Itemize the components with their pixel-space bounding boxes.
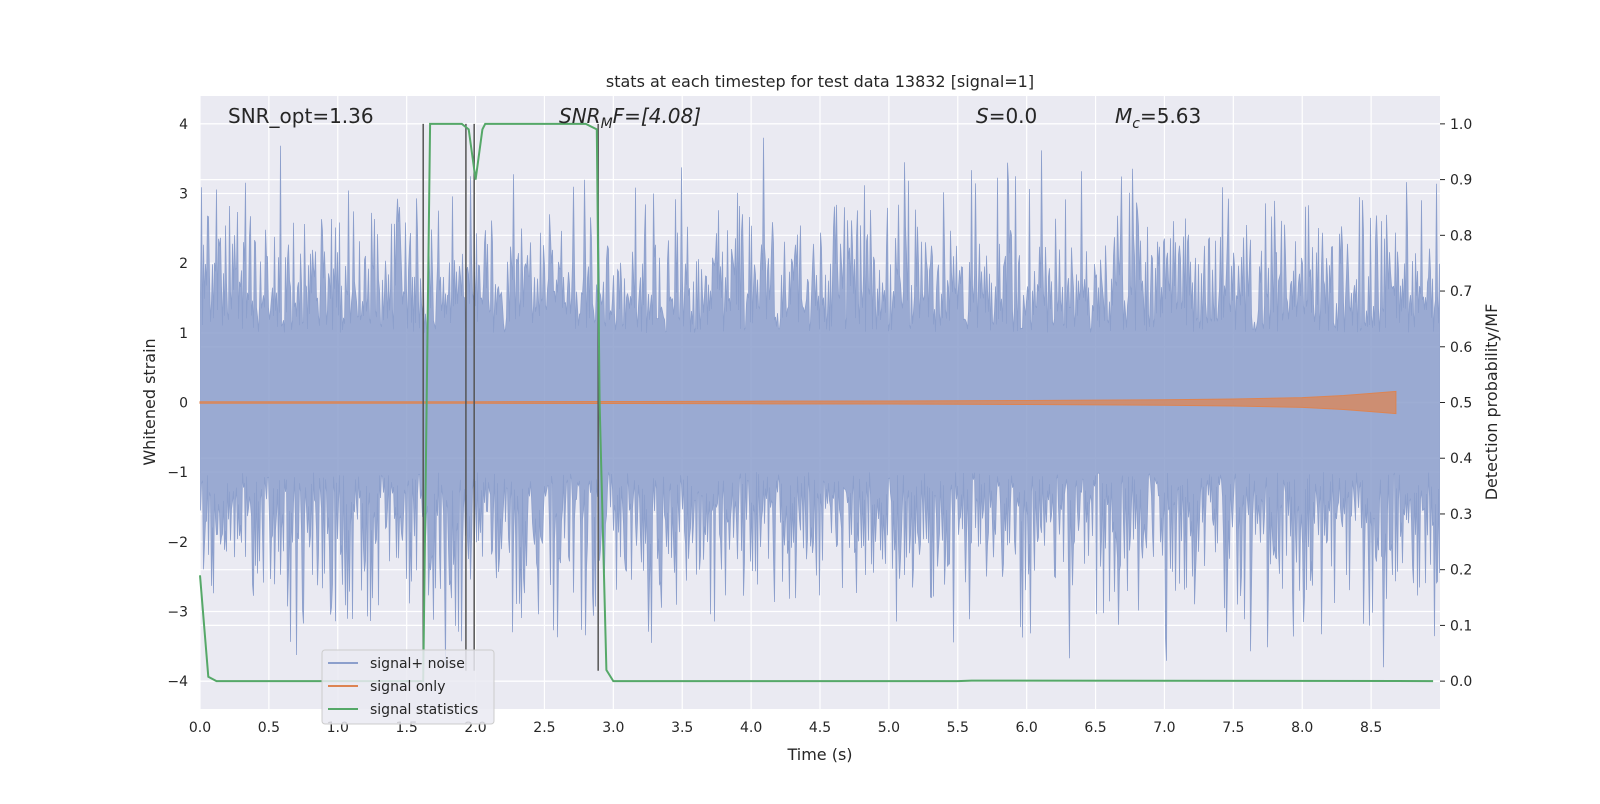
y-right-tick-label: 0.4 [1450, 451, 1472, 467]
x-tick-label: 0.5 [258, 720, 280, 736]
annotation-snr-mf: SNRMF=[4.08] [559, 104, 701, 132]
y-right-tick-label: 0.8 [1450, 228, 1472, 244]
annotation-snr-mf-main: SNR [559, 104, 601, 128]
x-tick-label: 6.5 [1084, 720, 1106, 736]
y-right-tick-label: 0.5 [1450, 396, 1472, 412]
x-tick-label: 4.5 [809, 720, 831, 736]
annotation-s-rest: =0.0 [989, 104, 1038, 128]
x-tick-label: 3.5 [671, 720, 693, 736]
x-tick-label: 8.0 [1291, 720, 1313, 736]
annotation-mc-main: M [1115, 104, 1132, 128]
x-tick-label: 0.0 [189, 720, 211, 736]
annotation-s: S=0.0 [976, 104, 1037, 128]
x-tick-label: 5.5 [947, 720, 969, 736]
y-left-tick-label: −4 [167, 674, 188, 690]
x-axis-label: Time (s) [786, 745, 852, 764]
annotation-mc-rest: =5.63 [1140, 104, 1201, 128]
y-left-tick-label: 2 [179, 256, 188, 272]
y-right-tick-label: 1.0 [1450, 117, 1472, 133]
x-tick-label: 8.5 [1360, 720, 1382, 736]
y-left-tick-label: 3 [179, 187, 188, 203]
signal-only-envelope [199, 390, 1397, 415]
y-left-axis-ticks: 4 3 2 1 0 −1 −2 −3 −4 [167, 117, 188, 690]
x-tick-label: 7.5 [1222, 720, 1244, 736]
y-left-tick-label: −3 [167, 604, 188, 620]
y-right-axis-ticks: 1.0 0.9 0.8 0.7 0.6 0.5 0.4 0.3 0.2 0.1 0.0 [1440, 117, 1472, 690]
y-right-tick-label: 0.2 [1450, 563, 1472, 579]
y-left-tick-label: 0 [179, 396, 188, 412]
y-right-tick-label: 0.1 [1450, 618, 1472, 634]
x-tick-label: 3.0 [602, 720, 624, 736]
y-right-tick-label: 0.6 [1450, 340, 1472, 356]
y-right-tick-label: 0.9 [1450, 173, 1472, 189]
x-tick-label: 6.0 [1016, 720, 1038, 736]
y-left-axis-label: Whitened strain [140, 338, 159, 465]
x-tick-label: 5.0 [878, 720, 900, 736]
y-right-tick-label: 0.0 [1450, 674, 1472, 690]
x-axis-ticks: 0.0 0.5 1.0 1.5 2.0 2.5 3.0 3.5 4.0 4.5 5.0 5.5 6.0 6… [189, 720, 1382, 736]
y-left-tick-label: 4 [179, 117, 188, 133]
annotation-mc-sub: c [1132, 116, 1140, 132]
annotation-snr-mf-sub: M [601, 116, 613, 132]
y-left-tick-label: 1 [179, 326, 188, 342]
annotation-mc: Mc=5.63 [1115, 104, 1201, 132]
x-tick-label: 4.0 [740, 720, 762, 736]
x-tick-label: 2.5 [533, 720, 555, 736]
annotation-snr-opt: SNR_opt=1.36 [228, 104, 374, 128]
y-right-tick-label: 0.7 [1450, 284, 1472, 300]
annotation-snr-mf-rest: F=[4.08] [613, 104, 701, 128]
legend: signal+ noise signal only signal statist… [321, 649, 495, 725]
annotation-s-main: S [976, 104, 989, 128]
y-right-tick-label: 0.3 [1450, 507, 1472, 523]
y-left-tick-label: −1 [167, 465, 188, 481]
legend-label-stats: signal statistics [370, 702, 478, 718]
chart-title: stats at each timestep for test data 138… [606, 72, 1034, 91]
legend-box [321, 649, 495, 725]
legend-label-noise: signal+ noise [370, 656, 465, 672]
signal-only-series [199, 390, 1397, 415]
x-tick-label: 7.0 [1153, 720, 1175, 736]
y-right-axis-label: Detection probability/MF [1482, 304, 1501, 501]
legend-label-signal: signal only [370, 679, 445, 695]
y-left-tick-label: −2 [167, 535, 188, 551]
